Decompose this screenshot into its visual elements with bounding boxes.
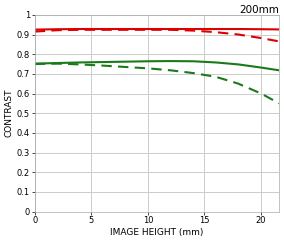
X-axis label: IMAGE HEIGHT (mm): IMAGE HEIGHT (mm) <box>110 228 204 237</box>
Text: 200mm: 200mm <box>239 5 279 15</box>
Y-axis label: CONTRAST: CONTRAST <box>5 89 14 137</box>
